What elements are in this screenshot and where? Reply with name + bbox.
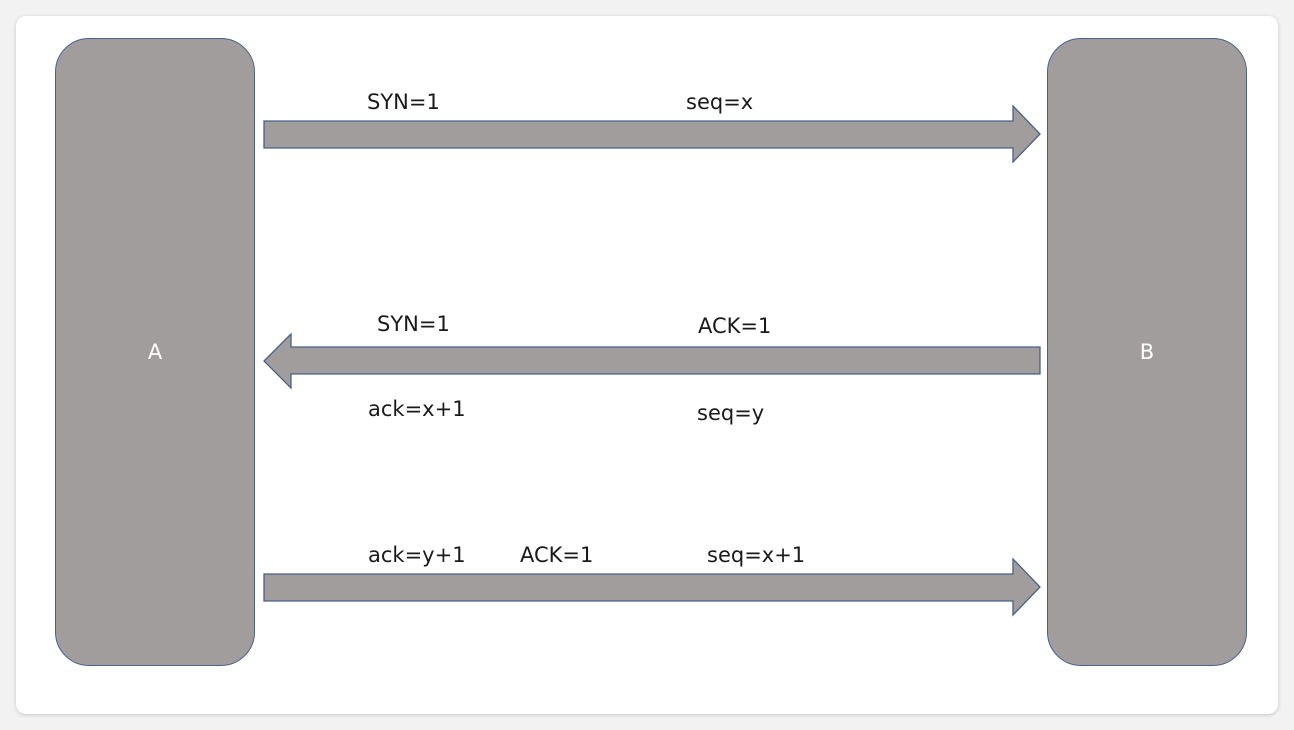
ack-arrow [263, 557, 1041, 617]
msg2-seq-label: seq=y [697, 401, 765, 425]
msg2-syn-label: SYN=1 [377, 312, 450, 336]
msg3-ack-label: ack=y+1 [368, 543, 466, 567]
host-b-box: B [1047, 38, 1247, 666]
msg1-syn-label: SYN=1 [367, 90, 440, 114]
arrows-layer [263, 104, 1041, 617]
host-a-label: A [147, 340, 163, 364]
msg3-seq-label: seq=x+1 [707, 543, 806, 567]
diagram-canvas: A B SYN=1 seq=x SYN=1 ACK=1 ack=x+1 seq=… [16, 16, 1278, 714]
msg1-seq-label: seq=x [686, 90, 754, 114]
host-a-box: A [55, 38, 255, 666]
msg2-ack-flag-label: ACK=1 [698, 314, 772, 338]
msg2-ack-label: ack=x+1 [368, 397, 466, 421]
syn-arrow [263, 104, 1041, 164]
host-b-label: B [1139, 340, 1155, 364]
syn-ack-arrow [263, 332, 1041, 390]
msg3-ack-flag-label: ACK=1 [520, 543, 594, 567]
